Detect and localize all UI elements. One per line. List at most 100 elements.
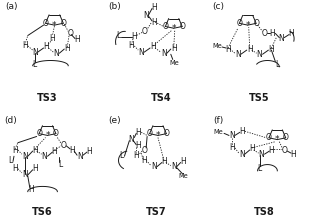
Text: H: H — [74, 35, 80, 44]
Text: Me: Me — [169, 60, 179, 66]
Text: O: O — [67, 29, 73, 38]
Text: O: O — [147, 129, 153, 138]
Text: H: H — [288, 29, 294, 38]
Text: Me: Me — [213, 129, 223, 135]
Text: O: O — [163, 22, 168, 31]
Text: L: L — [257, 164, 262, 173]
Text: Me: Me — [179, 173, 188, 179]
Text: Me: Me — [212, 43, 222, 49]
Text: H: H — [151, 17, 157, 27]
Text: TS7: TS7 — [146, 207, 166, 217]
Text: TS5: TS5 — [249, 93, 270, 103]
Text: H: H — [171, 43, 177, 53]
Text: L: L — [8, 156, 12, 165]
Text: O: O — [253, 19, 259, 28]
Text: H: H — [44, 42, 49, 52]
Text: N: N — [22, 170, 28, 180]
Text: H: H — [239, 127, 245, 136]
Text: H: H — [269, 45, 274, 54]
Text: N: N — [129, 135, 134, 144]
Text: N: N — [259, 150, 264, 159]
Text: N: N — [229, 131, 235, 140]
Text: H: H — [22, 41, 28, 50]
Text: N: N — [151, 162, 157, 171]
Text: O: O — [60, 141, 66, 150]
Text: O: O — [141, 27, 147, 36]
Text: TS6: TS6 — [32, 207, 53, 217]
Text: N: N — [138, 48, 144, 57]
Text: N: N — [257, 50, 262, 59]
Text: O: O — [43, 19, 48, 28]
Text: H: H — [225, 45, 231, 54]
Text: H: H — [64, 43, 70, 53]
Text: H: H — [134, 151, 139, 160]
Text: (a): (a) — [5, 2, 17, 11]
Text: O: O — [261, 29, 267, 38]
Text: H: H — [50, 34, 55, 43]
Text: (c): (c) — [212, 2, 224, 11]
Text: N: N — [53, 49, 59, 58]
Text: N: N — [278, 34, 284, 43]
Text: H: H — [32, 145, 37, 155]
Text: O: O — [141, 145, 147, 155]
Text: H: H — [290, 150, 296, 159]
Text: *: * — [45, 131, 50, 140]
Text: (d): (d) — [5, 116, 17, 125]
Text: H: H — [135, 141, 141, 150]
Text: H: H — [151, 3, 157, 12]
Text: H: H — [181, 157, 187, 166]
Text: O: O — [236, 19, 242, 28]
Text: H: H — [131, 32, 137, 41]
Text: H: H — [150, 42, 156, 52]
Text: H: H — [249, 145, 255, 153]
Text: H: H — [247, 45, 253, 54]
Text: H: H — [135, 128, 141, 137]
Text: L: L — [58, 160, 62, 169]
Text: TS3: TS3 — [37, 93, 58, 103]
Text: H: H — [69, 145, 75, 155]
Text: N: N — [235, 50, 241, 59]
Text: H: H — [229, 143, 235, 153]
Text: O: O — [163, 129, 169, 138]
Text: N: N — [77, 152, 83, 161]
Text: H: H — [161, 157, 167, 166]
Text: (e): (e) — [108, 116, 121, 125]
Text: H: H — [12, 164, 18, 173]
Text: H: H — [269, 145, 274, 155]
Text: O: O — [36, 129, 42, 138]
Text: N: N — [171, 162, 177, 171]
Text: H: H — [28, 185, 34, 194]
Text: H: H — [129, 41, 134, 50]
Text: *: * — [156, 131, 160, 140]
Text: H: H — [32, 164, 37, 173]
Text: TS4: TS4 — [151, 93, 171, 103]
Text: N: N — [32, 48, 37, 57]
Text: N: N — [22, 152, 28, 161]
Text: L: L — [119, 151, 124, 160]
Text: L: L — [116, 31, 121, 40]
Text: H: H — [86, 147, 92, 156]
Text: *: * — [275, 135, 280, 144]
Text: (b): (b) — [108, 2, 121, 11]
Text: H: H — [141, 156, 147, 165]
Text: O: O — [283, 133, 289, 142]
Text: *: * — [52, 21, 57, 30]
Text: *: * — [172, 24, 176, 33]
Text: (f): (f) — [213, 116, 223, 125]
Text: O: O — [281, 145, 287, 155]
Text: *: * — [246, 21, 250, 30]
Text: L: L — [275, 60, 280, 69]
Text: O: O — [53, 129, 59, 138]
Text: N: N — [239, 150, 245, 159]
Text: N: N — [161, 49, 167, 58]
Text: H: H — [51, 147, 57, 156]
Text: H: H — [12, 145, 18, 155]
Text: O: O — [60, 19, 66, 28]
Text: N: N — [42, 152, 47, 161]
Text: O: O — [266, 133, 272, 142]
Text: TS8: TS8 — [254, 207, 275, 217]
Text: L: L — [32, 60, 37, 69]
Text: H: H — [270, 29, 275, 38]
Text: O: O — [179, 22, 185, 31]
Text: N: N — [143, 11, 149, 20]
